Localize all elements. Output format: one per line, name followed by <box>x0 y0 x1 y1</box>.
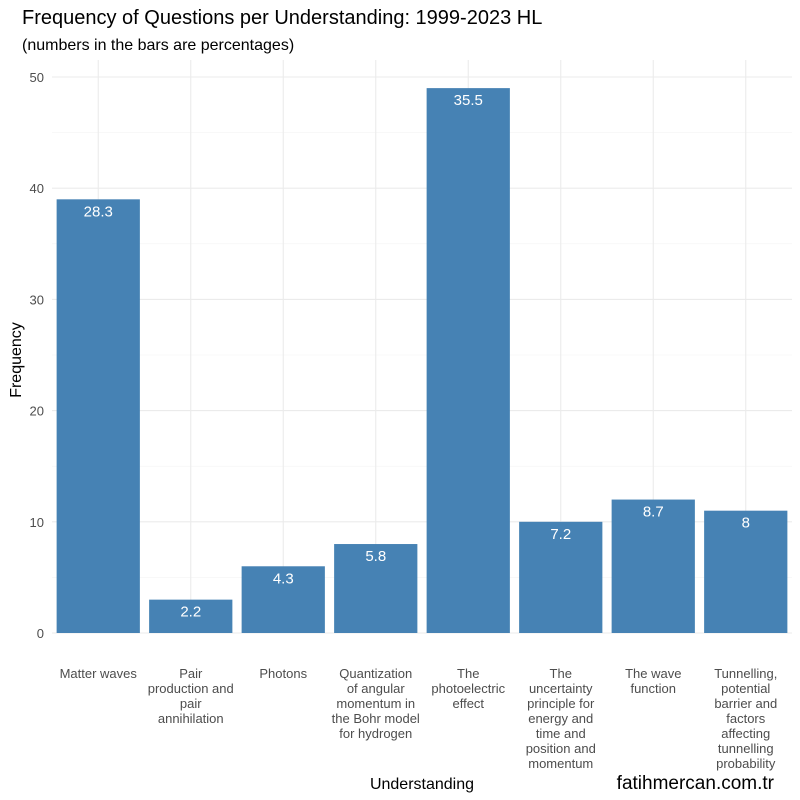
bar-value-label: 35.5 <box>454 92 483 109</box>
bar <box>426 88 510 634</box>
bar <box>334 544 418 633</box>
x-tick-label: The uncertainty principle for energy and tim… <box>526 666 596 771</box>
bar <box>611 499 695 633</box>
bar-value-label: 5.8 <box>365 548 386 565</box>
x-tick-label: Tunnelling, potential barrier and factors af… <box>714 666 777 771</box>
bar-value-label: 7.2 <box>550 526 571 543</box>
bar-value-label: 28.3 <box>84 203 113 220</box>
x-axis-ticks: Matter waves Pair production and pair annihi… <box>60 666 778 771</box>
bar-value-label: 2.2 <box>180 604 201 621</box>
bars <box>56 88 788 634</box>
x-tick-label: The photoelectric effect <box>431 666 505 711</box>
bar <box>56 199 140 633</box>
y-tick-label: 50 <box>30 70 44 85</box>
x-tick-label: The wave function <box>625 666 681 696</box>
y-tick-label: 40 <box>30 181 44 196</box>
bar <box>149 599 233 633</box>
y-tick-label: 20 <box>30 404 44 419</box>
chart-subtitle: (numbers in the bars are percentages) <box>22 37 294 54</box>
bar <box>519 521 603 633</box>
chart-title: Frequency of Questions per Understanding… <box>22 7 542 29</box>
bar <box>241 566 325 633</box>
watermark: fatihmercan.com.tr <box>617 773 775 794</box>
x-tick-label: Photons <box>259 666 307 681</box>
bar-value-label: 8 <box>742 515 750 532</box>
y-tick-label: 0 <box>37 626 44 641</box>
y-tick-label: 30 <box>30 292 44 307</box>
y-axis-title: Frequency <box>8 322 25 398</box>
bar-labels: 28.3 2.2 4.3 5.8 35.5 7.2 8.7 8 <box>84 92 750 621</box>
bar-value-label: 4.3 <box>273 570 294 587</box>
x-tick-label: Matter waves <box>60 666 138 681</box>
x-tick-label: Pair production and pair annihilation <box>148 666 234 726</box>
x-tick-label: Quantization of angular momentum in the Boh… <box>332 666 420 741</box>
bar <box>704 510 788 633</box>
x-axis-title: Understanding <box>370 776 474 793</box>
y-axis-ticks: 0 10 20 30 40 50 <box>30 70 44 641</box>
y-tick-label: 10 <box>30 515 44 530</box>
bar-value-label: 8.7 <box>643 504 664 521</box>
